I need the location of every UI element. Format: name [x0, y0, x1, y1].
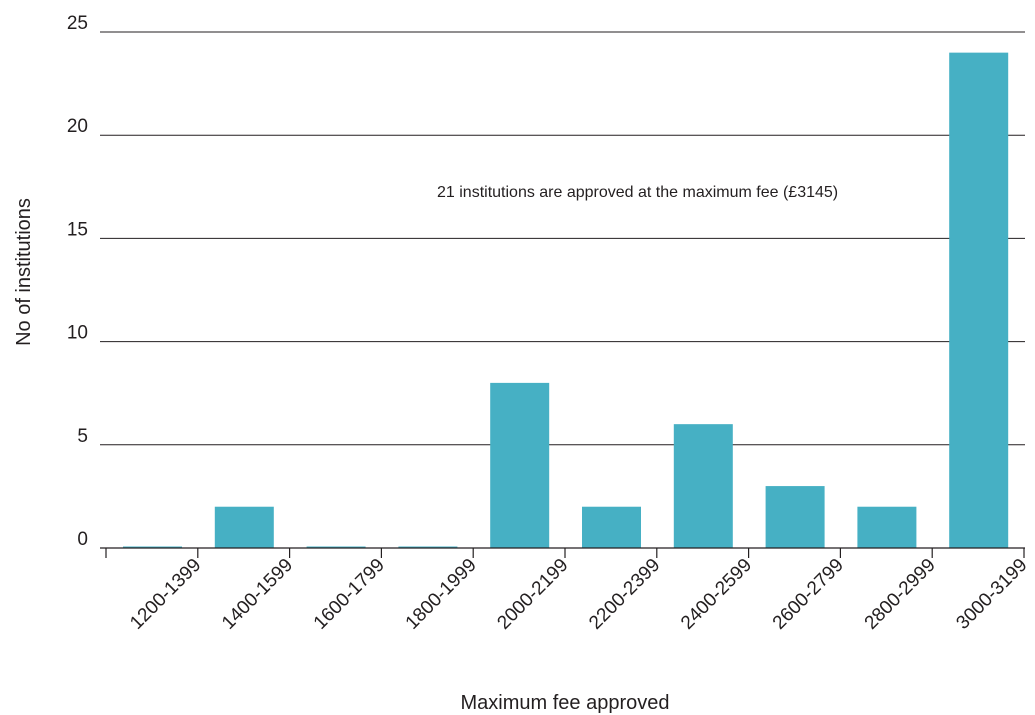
x-tick-label: 2800-2999: [861, 555, 940, 634]
y-axis-title: No of institutions: [13, 198, 35, 346]
bar-1200-1399: [123, 546, 182, 548]
x-tick-label: 3000-3199: [952, 555, 1031, 634]
y-tick-label: 10: [67, 323, 88, 344]
gridlines: [100, 31, 1025, 446]
y-tick-label: 5: [77, 426, 88, 447]
y-tick-label: 20: [67, 116, 88, 137]
x-tick-label: 2000-2199: [493, 555, 572, 634]
bar-1400-1599: [214, 506, 274, 548]
bar-2800-2999: [857, 506, 917, 548]
x-axis-title: Maximum fee approved: [461, 692, 670, 714]
y-tick-labels: 0 5 10 15 20 25: [67, 13, 88, 550]
bar-2000-2199: [490, 382, 550, 548]
x-tick-label: 1400-1599: [218, 555, 297, 634]
x-tick-label: 2600-2799: [769, 555, 848, 634]
bar-1800-1999: [398, 546, 458, 548]
bar-1600-1799: [306, 546, 366, 548]
x-tick-label: 1200-1399: [126, 555, 205, 634]
axes: [100, 547, 1025, 558]
annotation: 21 institutions are approved at the maxi…: [437, 184, 838, 201]
x-tick-label: 1600-1799: [310, 555, 389, 634]
x-tick-label: 1800-1999: [402, 555, 481, 634]
bar-2400-2599: [673, 424, 733, 548]
y-tick-label: 0: [77, 529, 88, 550]
y-tick-label: 15: [67, 219, 88, 240]
bar-3000-3199: [949, 52, 1009, 548]
bar-2200-2399: [582, 506, 641, 548]
x-tick-labels: 1200-1399 1400-1599 1600-1799 1800-1999 2000…: [126, 555, 1031, 634]
bars: [123, 52, 1009, 548]
y-tick-label: 25: [67, 13, 88, 34]
x-tick-label: 2400-2599: [677, 555, 756, 634]
bar-2600-2799: [765, 486, 825, 548]
x-tick-label: 2200-2399: [585, 555, 664, 634]
